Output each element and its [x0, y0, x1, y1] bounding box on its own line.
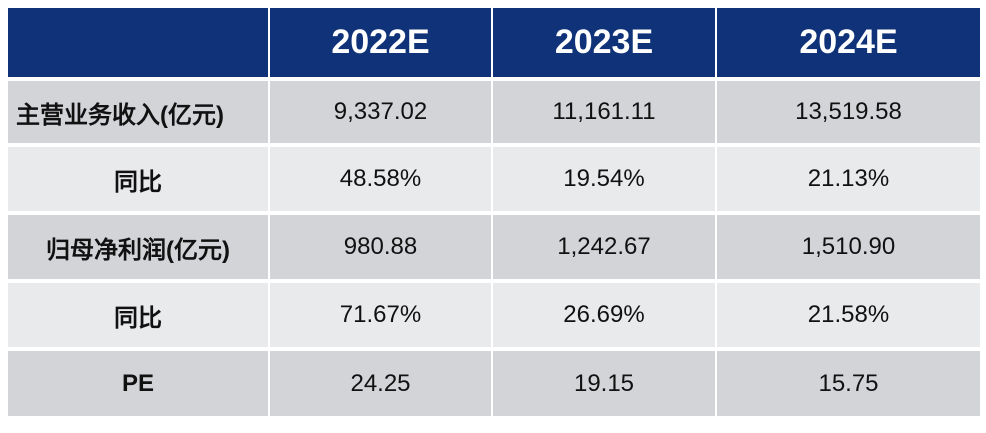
header-year-2022e: 2022E: [270, 8, 491, 77]
header-year-2023e: 2023E: [493, 8, 715, 77]
row-label-pe: PE: [8, 351, 268, 416]
table-cell: 11,161.11: [493, 81, 715, 143]
header-year-2024e: 2024E: [717, 8, 980, 77]
table-cell: 19.15: [493, 351, 715, 416]
row-label-net-profit-yoy: 同比: [8, 283, 268, 347]
table-cell: 21.13%: [717, 147, 980, 211]
table-cell: 26.69%: [493, 283, 715, 347]
table-cell: 71.67%: [270, 283, 491, 347]
row-label-revenue-yoy: 同比: [8, 147, 268, 211]
table-cell: 1,510.90: [717, 215, 980, 279]
table-cell: 15.75: [717, 351, 980, 416]
table-cell: 9,337.02: [270, 81, 491, 143]
row-label-net-profit: 归母净利润(亿元): [8, 215, 268, 279]
table-cell: 21.58%: [717, 283, 980, 347]
table-cell: 19.54%: [493, 147, 715, 211]
table-cell: 48.58%: [270, 147, 491, 211]
header-corner-cell: [8, 8, 268, 77]
table-cell: 980.88: [270, 215, 491, 279]
table-cell: 13,519.58: [717, 81, 980, 143]
table-cell: 1,242.67: [493, 215, 715, 279]
forecast-table: 2022E 2023E 2024E 主营业务收入(亿元) 9,337.02 11…: [8, 8, 980, 426]
table-cell: 24.25: [270, 351, 491, 416]
row-label-revenue: 主营业务收入(亿元): [8, 81, 268, 143]
